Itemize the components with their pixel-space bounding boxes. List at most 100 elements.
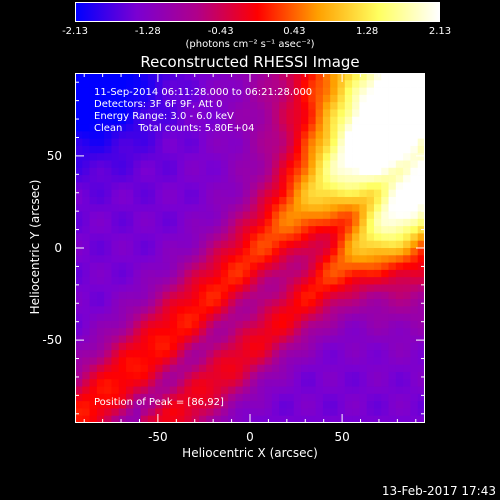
heatmap-cell [330, 313, 338, 322]
heatmap-cell [250, 102, 258, 110]
heatmap-cell [352, 204, 360, 212]
heatmap-cell [111, 87, 120, 96]
heatmap-cell [322, 320, 331, 329]
heatmap-cell [133, 320, 142, 329]
heatmap-cell [352, 116, 360, 125]
heatmap-cell [359, 80, 368, 88]
heatmap-cell [264, 175, 273, 183]
heatmap-cell [162, 342, 171, 351]
heatmap-cell [111, 196, 120, 205]
heatmap-cell [133, 109, 142, 118]
heatmap-cell [169, 328, 178, 336]
heatmap-cell [366, 153, 375, 161]
heatmap-cell [220, 87, 229, 96]
heatmap-cell [417, 167, 425, 176]
heatmap-cell [177, 408, 185, 417]
heatmap-cell [410, 328, 419, 336]
heatmap-cell [82, 240, 90, 249]
heatmap-cell [344, 408, 353, 417]
heatmap-cell [315, 386, 324, 395]
heatmap-cell [206, 175, 214, 183]
heatmap-cell [184, 415, 193, 423]
heatmap-cell [337, 364, 346, 373]
heatmap-cell [344, 415, 353, 423]
heatmap-cell [111, 145, 120, 154]
heatmap-cell [111, 131, 120, 140]
heatmap-cell [169, 211, 178, 220]
heatmap-cell [213, 226, 222, 234]
heatmap-cell [198, 357, 207, 366]
heatmap-cell [257, 248, 265, 256]
heatmap-cell [96, 182, 105, 191]
heatmap-cell [359, 226, 368, 234]
heatmap-cell [177, 393, 185, 402]
heatmap-cell [322, 116, 331, 125]
heatmap-cell [89, 196, 98, 205]
heatmap-cell [82, 167, 90, 176]
heatmap-cell [235, 269, 244, 278]
heatmap-cell [264, 116, 273, 125]
heatmap-cell [75, 328, 83, 336]
heatmap-cell [301, 102, 309, 110]
heatmap-cell [75, 94, 83, 103]
heatmap-cell [257, 182, 265, 191]
heatmap-cell [177, 196, 185, 205]
heatmap-cell [96, 218, 105, 227]
heatmap-cell [140, 182, 149, 191]
heatmap-cell [359, 182, 368, 191]
heatmap-cell [352, 357, 360, 366]
heatmap-cell [257, 204, 265, 212]
heatmap-cell [286, 204, 295, 212]
heatmap-cell [184, 131, 193, 140]
heatmap-cell [271, 204, 280, 212]
heatmap-cell [337, 160, 346, 169]
heatmap-cell [373, 102, 382, 110]
heatmap-cell [381, 277, 389, 285]
x-tick-label: -50 [148, 430, 168, 444]
heatmap-cell [147, 131, 156, 140]
heatmap-cell [271, 182, 280, 191]
heatmap-cell [162, 211, 171, 220]
heatmap-cell [177, 226, 185, 234]
heatmap-cell [352, 109, 360, 118]
heatmap-cell [366, 269, 375, 278]
heatmap-cell [388, 364, 397, 373]
heatmap-cell [330, 401, 338, 409]
heatmap-cell [111, 80, 120, 88]
heatmap-cell [140, 116, 149, 125]
heatmap-cell [257, 160, 265, 169]
heatmap-cell [184, 87, 193, 96]
heatmap-cell [286, 124, 295, 132]
heatmap-cell [264, 94, 273, 103]
heatmap-cell [417, 371, 425, 380]
heatmap-cell [228, 145, 236, 154]
heatmap-cell [322, 313, 331, 322]
heatmap-cell [191, 277, 200, 285]
heatmap-cell [213, 196, 222, 205]
heatmap-cell [89, 255, 98, 263]
heatmap-cell [366, 116, 375, 125]
heatmap-cell [330, 291, 338, 300]
heatmap-cell [242, 175, 251, 183]
heatmap-cell [75, 379, 83, 387]
heatmap-cell [198, 284, 207, 293]
heatmap-cell [140, 269, 149, 278]
heatmap-cell [118, 364, 127, 373]
heatmap-cell [410, 393, 419, 402]
heatmap-cell [403, 371, 411, 380]
heatmap-cell [242, 248, 251, 256]
heatmap-cell [322, 218, 331, 227]
heatmap-cell [308, 182, 317, 191]
heatmap-cell [395, 408, 404, 417]
heatmap-cell [133, 371, 142, 380]
heatmap-cell [147, 204, 156, 212]
heatmap-cell [191, 73, 200, 81]
heatmap-cell [177, 284, 185, 293]
heatmap-cell [337, 415, 346, 423]
heatmap-cell [271, 364, 280, 373]
heatmap-cell [330, 386, 338, 395]
heatmap-cell [147, 328, 156, 336]
heatmap-cell [315, 248, 324, 256]
colorbar-tick-label: 2.13 [428, 26, 452, 37]
heatmap-cell [82, 306, 90, 315]
